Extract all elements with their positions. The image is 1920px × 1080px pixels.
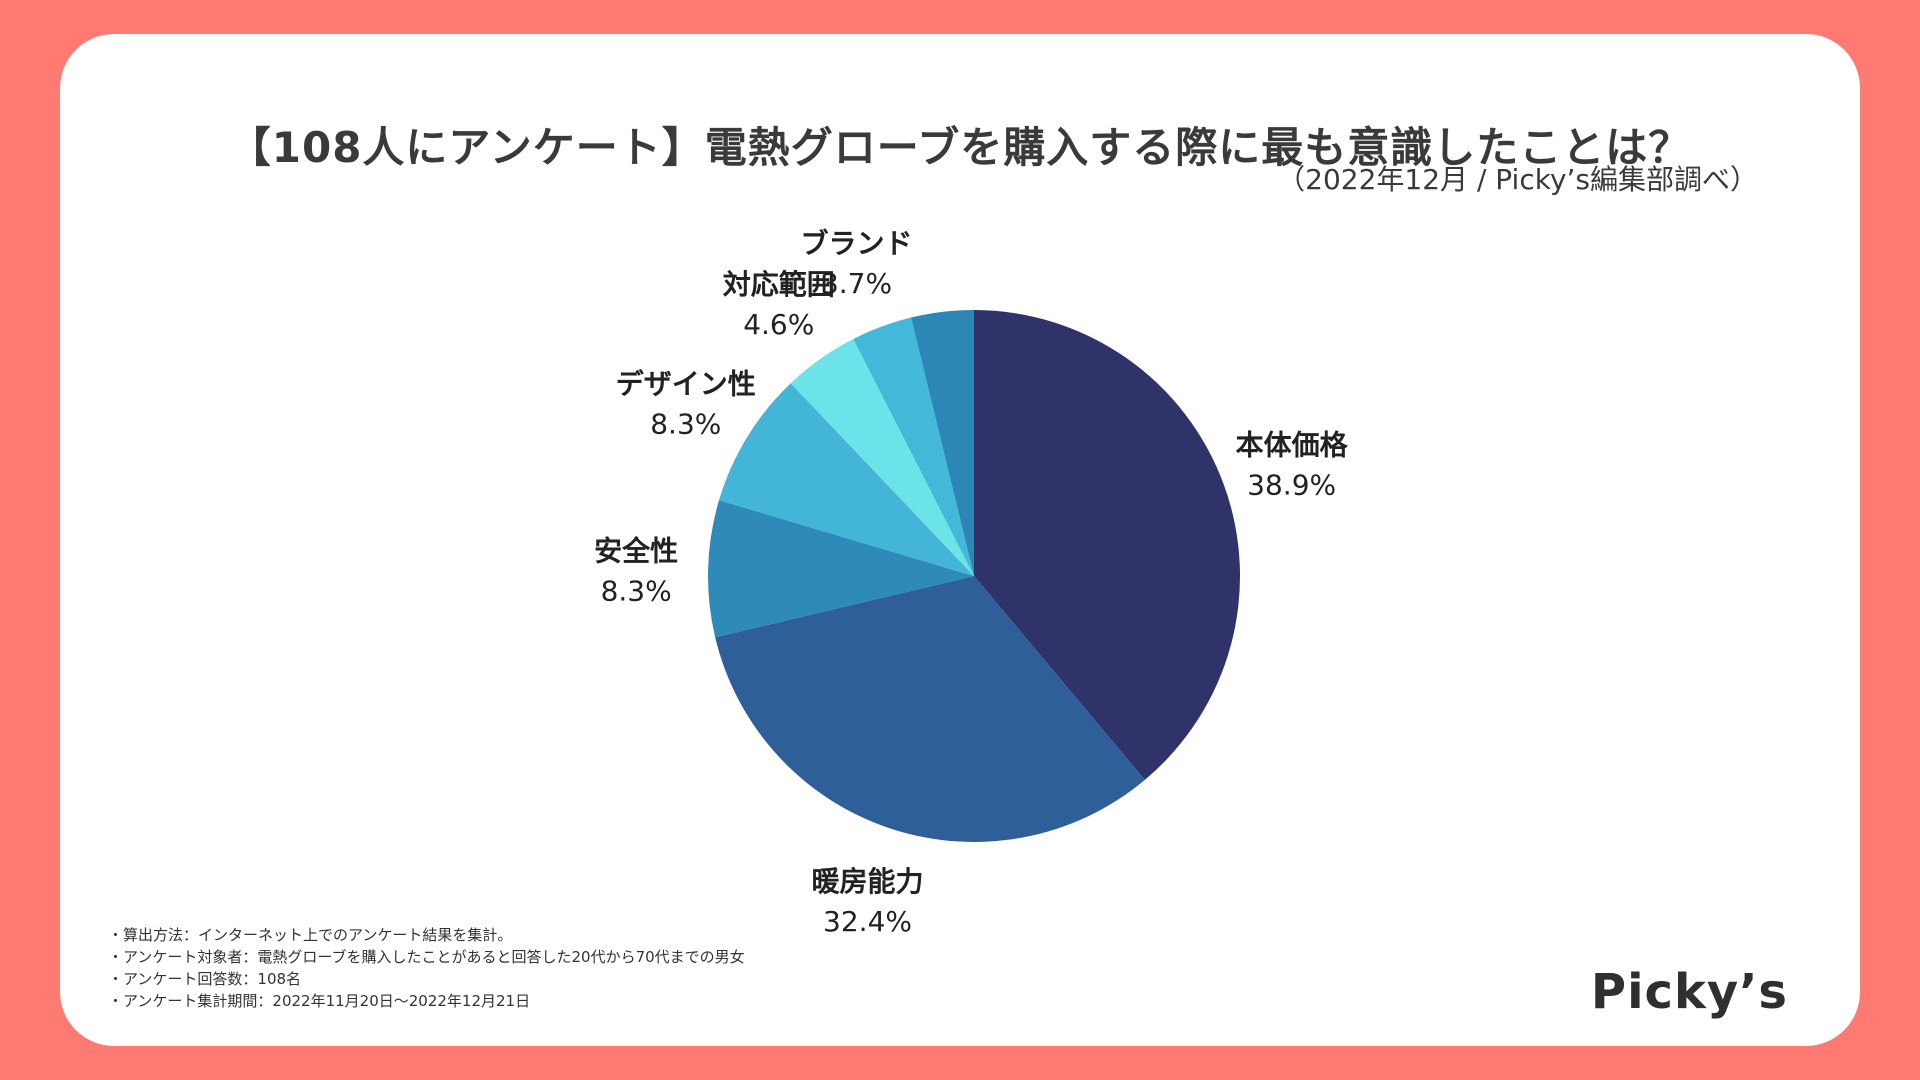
pie-slice-2 (715, 576, 1145, 842)
chart-card: 【108人にアンケート】電熱グローブを購入する際に最も意識したことは？ （202… (60, 34, 1860, 1046)
pie-labels: 本体価格 38.9% 暖房能力 32.4% 安全性 8.3% デザイン性 8.3% 対応範囲 4.… (594, 227, 1349, 938)
chart-subtitle: （2022年12月 / Picky’s編集部調べ） (1277, 163, 1758, 196)
slice-label-1: 本体価格 (1236, 429, 1349, 462)
chart-title: 【108人にアンケート】電熱グローブを購入する際に最も意識したことは？ (228, 123, 1692, 172)
slice-value-1: 38.9% (1247, 469, 1336, 502)
pie-slice-3 (708, 500, 974, 638)
slice-label-5: 対応範囲 (723, 268, 835, 301)
slice-value-5: 4.6% (743, 308, 814, 341)
pie-slice-4 (719, 383, 974, 576)
slice-value-3: 8.3% (601, 574, 672, 607)
note-method: ・算出方法：インターネット上でのアンケート結果を集計。 (108, 926, 513, 944)
pie-slices (708, 310, 1240, 842)
pie-slice-1 (974, 310, 1240, 780)
survey-notes: ・算出方法：インターネット上でのアンケート結果を集計。 ・アンケート対象者：電熱… (108, 924, 745, 1012)
slice-label-3: 安全性 (594, 534, 678, 567)
slice-label-6: ブランド (801, 227, 913, 260)
note-target: ・アンケート対象者：電熱グローブを購入したことがあると回答した20代から70代ま… (108, 948, 745, 966)
slice-label-4: デザイン性 (616, 367, 756, 400)
note-period: ・アンケート集計期間：2022年11月20日〜2022年12月21日 (108, 992, 531, 1010)
pickys-logo: Picky’s (1590, 964, 1788, 1020)
pie-slice-6 (853, 317, 974, 576)
pie-slice-7 (911, 310, 974, 576)
slice-label-2: 暖房能力 (812, 865, 924, 898)
note-count: ・アンケート回答数：108名 (108, 970, 302, 988)
slice-value-6: 3.7% (821, 267, 892, 300)
pie-slice-5 (790, 338, 974, 576)
slice-value-2: 32.4% (823, 905, 912, 938)
pie-chart: 本体価格 38.9% 暖房能力 32.4% 安全性 8.3% デザイン性 8.3% 対応範囲 4.… (594, 227, 1349, 938)
slice-value-4: 8.3% (650, 407, 721, 440)
